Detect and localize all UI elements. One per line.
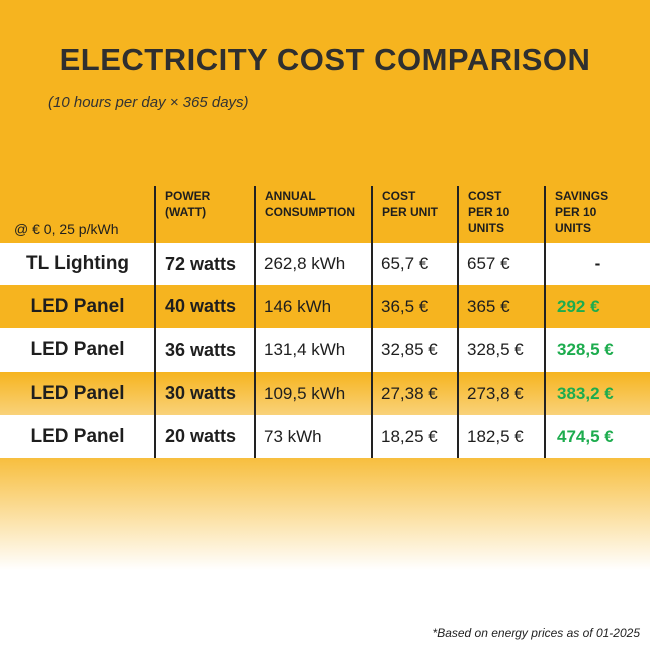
header-line: (WATT): [165, 205, 207, 219]
header-row: @ € 0, 25 p/kWh POWER (WATT) ANNUAL CONSUMPT…: [0, 182, 650, 243]
column-divider: [544, 186, 546, 458]
header-cell: @ € 0, 25 p/kWh: [14, 221, 119, 237]
table-cell: LED Panel: [30, 425, 125, 447]
header-cell: SAVINGS PER 10 UNITS: [555, 182, 608, 243]
table-cell: 131,4 kWh: [264, 340, 346, 359]
header-line: PER UNIT: [382, 205, 439, 219]
column-divider: [154, 186, 156, 458]
column-divider: [371, 186, 373, 458]
header-line: CONSUMPTION: [265, 205, 355, 219]
table-cell: 262,8 kWh: [264, 254, 346, 273]
header-line: PER 10: [468, 205, 510, 219]
table-cell: 383,2 €: [557, 383, 614, 403]
table-cell: 292 €: [557, 296, 600, 316]
table-cell: 30 watts: [165, 383, 237, 403]
header-line: COST: [468, 189, 502, 203]
table-cell: LED Panel: [30, 295, 125, 317]
header-cell: ANNUAL CONSUMPTION: [265, 182, 355, 243]
header-line: POWER: [165, 189, 211, 203]
table-cell: 36 watts: [165, 339, 237, 360]
subtitle: (10 hours per day × 365 days): [48, 94, 249, 111]
header-line: UNITS: [468, 221, 504, 235]
table-cell: 20 watts: [165, 426, 237, 446]
footnote: *Based on energy prices as of 01-2025: [432, 626, 640, 640]
table-cell: 328,5 €: [557, 340, 614, 359]
title: ELECTRICITY COST COMPARISON: [59, 42, 591, 77]
header-line: SAVINGS: [555, 189, 609, 203]
table-cell: 146 kWh: [264, 296, 332, 316]
header-line: COST: [382, 189, 416, 203]
table-cell: 182,5 €: [467, 426, 524, 446]
table-cell: -: [594, 254, 601, 273]
header-cell: COST PER UNIT: [382, 182, 438, 243]
table-cell: 109,5 kWh: [264, 383, 346, 403]
column-divider: [254, 186, 256, 458]
table-cell: 328,5 €: [467, 340, 524, 359]
table-row: TL Lighting 72 watts 262,8 kWh 65,7 € 657 € -: [0, 243, 650, 285]
table-row: LED Panel 30 watts 109,5 kWh 27,38 € 273,8 €…: [0, 372, 650, 415]
table-cell: 36,5 €: [381, 296, 429, 316]
table-row: LED Panel 36 watts 131,4 kWh 32,85 € 328,5 €…: [0, 328, 650, 372]
table-cell: TL Lighting: [25, 253, 130, 274]
header-cell: COST PER 10 UNITS: [468, 182, 509, 243]
table-row: LED Panel 40 watts 146 kWh 36,5 € 365 € 292 €: [0, 285, 650, 328]
column-divider: [457, 186, 459, 458]
table-cell: 40 watts: [165, 296, 237, 316]
table-cell: 474,5 €: [557, 426, 614, 446]
table-cell: 72 watts: [165, 253, 237, 274]
header-cell: POWER (WATT): [165, 182, 210, 243]
table-cell: LED Panel: [30, 382, 125, 404]
table-cell: 18,25 €: [381, 426, 438, 446]
header-line: ANNUAL: [265, 189, 316, 203]
table-cell: 273,8 €: [467, 383, 524, 403]
table-cell: 365 €: [467, 296, 510, 316]
table-cell: 657 €: [467, 254, 510, 273]
table-cell: LED Panel: [30, 339, 125, 360]
table-cell: 32,85 €: [381, 340, 438, 359]
header-line: UNITS: [555, 221, 591, 235]
table-row: LED Panel 20 watts 73 kWh 18,25 € 182,5 € 474…: [0, 415, 650, 458]
header-line: PER 10: [555, 205, 597, 219]
table-cell: 27,38 €: [381, 383, 438, 403]
table-cell: 65,7 €: [381, 254, 429, 273]
table-cell: 73 kWh: [264, 426, 322, 446]
